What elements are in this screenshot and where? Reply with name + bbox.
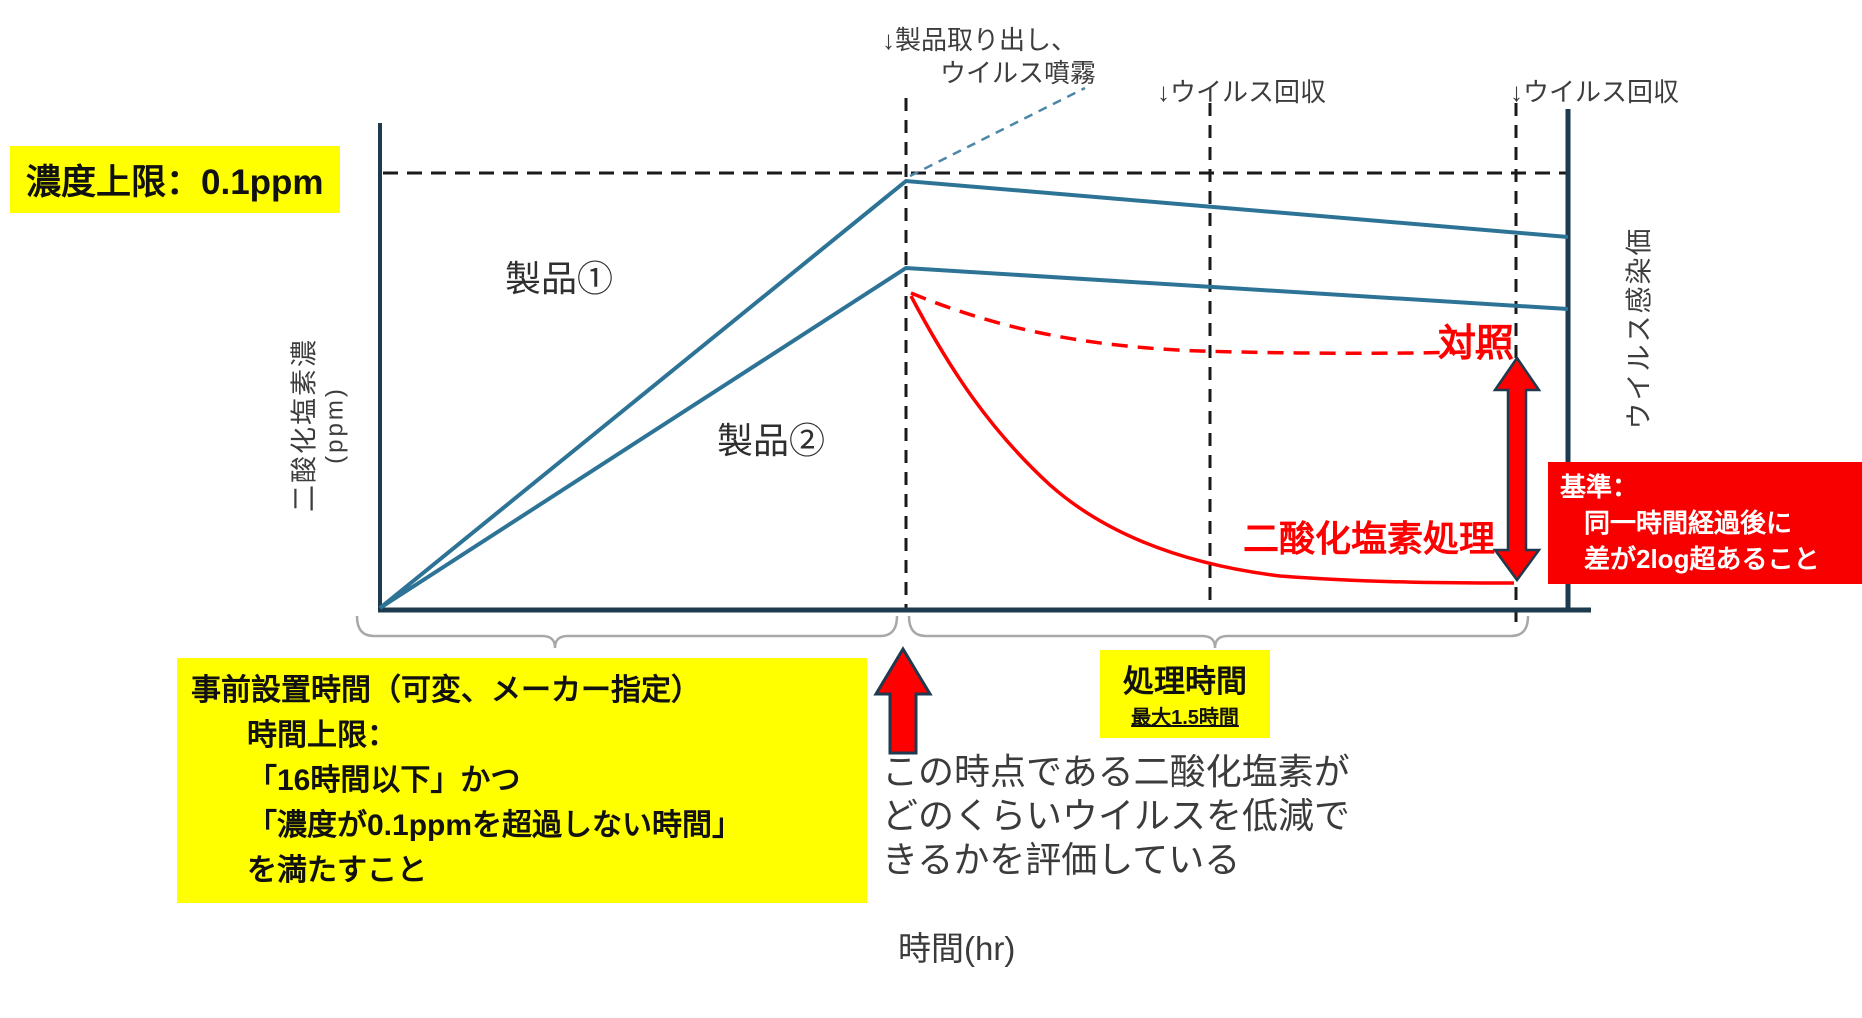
brace-treatment-time bbox=[907, 615, 1530, 649]
y-axis-left-label-line2: (ppm) bbox=[321, 386, 349, 464]
pre-set-line5: を満たすこと bbox=[247, 854, 427, 887]
recover-annotation-2: ↓ウイルス回収 bbox=[1510, 77, 1680, 107]
criteria-line3: 差が2log超あること bbox=[1584, 544, 1820, 574]
pre-set-line3: 「16時間以下」かつ bbox=[247, 764, 521, 797]
evaluation-note-line3: きるかを評価している bbox=[882, 839, 1241, 880]
spray-leader-line bbox=[909, 86, 1086, 178]
x-axis-label: 時間(hr) bbox=[898, 930, 1016, 967]
evaluation-note-line2: どのくらいウイルスを低減で bbox=[882, 795, 1351, 836]
criteria-line1: 基準： bbox=[1560, 472, 1639, 502]
y-axis-left-label: 二酸化塩素濃 (ppm) bbox=[283, 338, 350, 512]
treatment-time-title: 処理時間 bbox=[1123, 664, 1247, 699]
evaluation-note: この時点である二酸化塩素が どのくらいウイルスを低減で きるかを評価している bbox=[882, 750, 1350, 882]
concentration-limit-label: 濃度上限：0.1ppm bbox=[10, 146, 340, 213]
y-axis-left-label-line1: 二酸化塩素濃 bbox=[289, 338, 320, 512]
product1-line bbox=[378, 178, 1569, 610]
log-difference-double-arrow-icon bbox=[1492, 355, 1542, 583]
evaluation-note-line1: この時点である二酸化塩素が bbox=[882, 751, 1350, 792]
pre-set-line1: 事前設置時間（可変、メーカー指定） bbox=[191, 674, 701, 707]
product2-label: 製品② bbox=[717, 420, 826, 461]
control-dashed-curve bbox=[910, 291, 1498, 355]
treatment-curve bbox=[909, 295, 1515, 585]
y-axis-right-label-line1: ウイルス感染価 bbox=[1624, 226, 1655, 430]
spray-annotation-line2: ウイルス噴霧 bbox=[940, 57, 1097, 88]
pre-set-time-box: 事前設置時間（可変、メーカー指定） 時間上限： 「16時間以下」かつ 「濃度が0… bbox=[177, 658, 867, 903]
criteria-line2: 同一時間経過後に bbox=[1584, 508, 1793, 538]
pre-set-line2: 時間上限： bbox=[247, 719, 397, 752]
pre-set-line4: 「濃度が0.1ppmを超過しない時間」 bbox=[247, 809, 743, 842]
y-axis-right-label: ウイルス感染価 bbox=[1618, 227, 1657, 430]
spray-annotation-line1: ↓製品取り出し、 bbox=[882, 25, 1078, 55]
brace-pre-set-time bbox=[355, 615, 899, 649]
treatment-label: 二酸化塩素処理 bbox=[1243, 518, 1496, 559]
spray-annotation: ↓製品取り出し、 ウイルス噴霧 bbox=[882, 24, 1096, 89]
recover-annotation-1: ↓ウイルス回収 bbox=[1157, 77, 1327, 107]
control-label: 対照 bbox=[1438, 323, 1515, 365]
product1-label: 製品① bbox=[505, 258, 614, 299]
treatment-time-box: 処理時間 最大1.5時間 bbox=[1100, 650, 1270, 738]
criteria-box: 基準： 同一時間経過後に 差が2log超あること bbox=[1548, 462, 1862, 584]
evaluation-point-up-arrow-icon bbox=[873, 646, 933, 755]
treatment-time-subtitle: 最大1.5時間 bbox=[1131, 707, 1239, 729]
product2-line bbox=[378, 265, 1569, 610]
